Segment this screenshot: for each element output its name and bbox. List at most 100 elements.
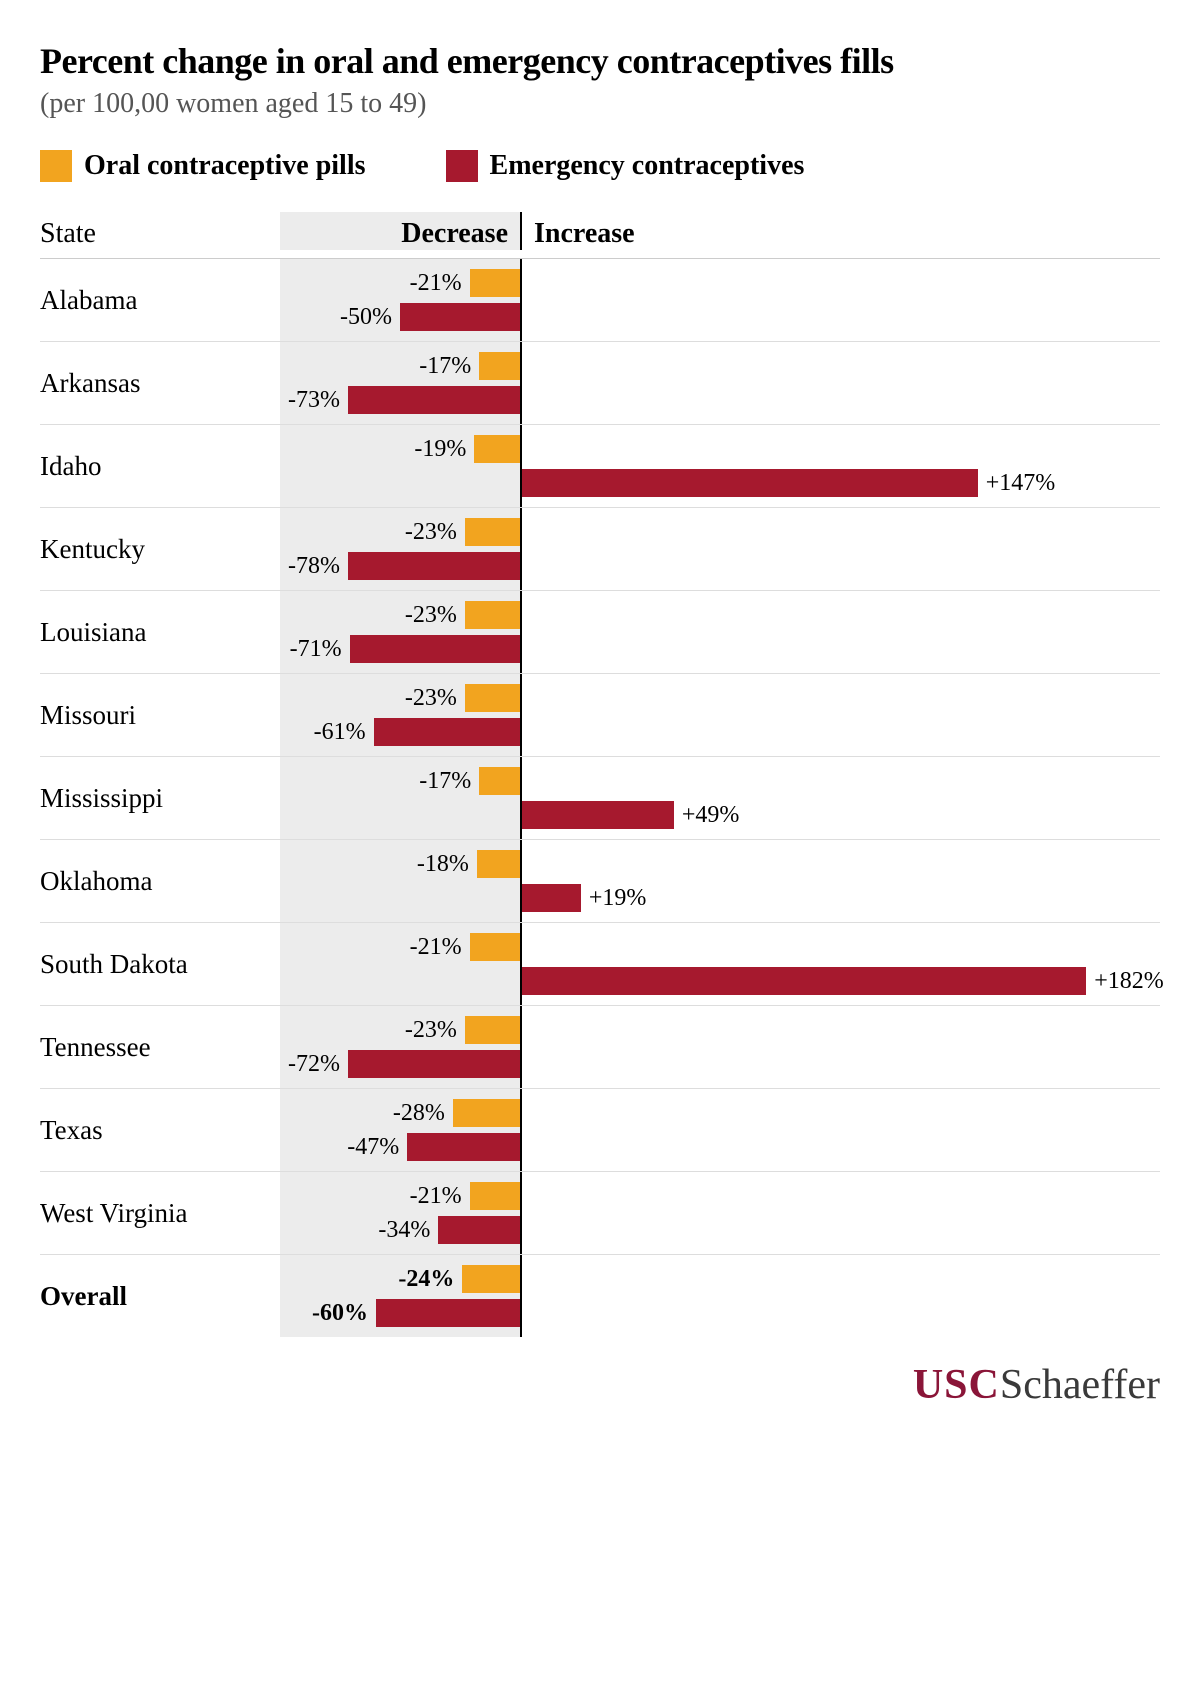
bar bbox=[474, 435, 520, 463]
bar-line bbox=[522, 1299, 1160, 1327]
bar bbox=[348, 386, 520, 414]
bar-value-label: -28% bbox=[385, 1100, 453, 1127]
state-label: West Virginia bbox=[40, 1172, 280, 1254]
chart-subtitle: (per 100,00 women aged 15 to 49) bbox=[40, 88, 1160, 120]
bar-line: -21% bbox=[280, 933, 520, 961]
bar bbox=[522, 469, 978, 497]
bar bbox=[465, 684, 520, 712]
bar-value-label: -19% bbox=[406, 436, 474, 463]
bar-value-label: -24% bbox=[390, 1266, 462, 1293]
bars-wrap: -23% -61% bbox=[280, 674, 1160, 756]
pos-side bbox=[520, 674, 1160, 756]
neg-side: -23% -61% bbox=[280, 674, 520, 756]
bar-line bbox=[280, 801, 520, 829]
swatch-emergency bbox=[446, 150, 478, 182]
bar-line bbox=[522, 552, 1160, 580]
logo-usc: USC bbox=[913, 1362, 1000, 1408]
bar-line: -34% bbox=[280, 1216, 520, 1244]
bar-value-label: -23% bbox=[397, 685, 465, 712]
bar-line: -23% bbox=[280, 518, 520, 546]
logo: USCSchaeffer bbox=[40, 1361, 1160, 1409]
bar-line bbox=[522, 850, 1160, 878]
bar-line bbox=[522, 1099, 1160, 1127]
pos-side bbox=[520, 259, 1160, 341]
neg-side: -24%-60% bbox=[280, 1255, 520, 1337]
state-label: Idaho bbox=[40, 425, 280, 507]
bar-line bbox=[522, 601, 1160, 629]
bars-wrap: -23% -78% bbox=[280, 508, 1160, 590]
rows-container: Alabama-21%-50%Arkansas-17%-73%Idaho-19%… bbox=[40, 259, 1160, 1337]
neg-side: -23% -78% bbox=[280, 508, 520, 590]
bar-line bbox=[522, 352, 1160, 380]
neg-side: -21% bbox=[280, 923, 520, 1005]
bar bbox=[470, 1182, 520, 1210]
pos-side bbox=[520, 1172, 1160, 1254]
legend-item-oral: Oral contraceptive pills bbox=[40, 150, 366, 182]
bar-line: -78% bbox=[280, 552, 520, 580]
state-label: Oklahoma bbox=[40, 840, 280, 922]
bar-line: -21% bbox=[280, 269, 520, 297]
bar-value-label: -23% bbox=[397, 519, 465, 546]
pos-side bbox=[520, 591, 1160, 673]
bars-wrap: -21% +182% bbox=[280, 923, 1172, 1005]
bar-line: -72% bbox=[280, 1050, 520, 1078]
bar bbox=[400, 303, 520, 331]
bar-value-label: -21% bbox=[402, 270, 470, 297]
table-row: Mississippi-17%+49% bbox=[40, 757, 1160, 840]
legend-label-emergency: Emergency contraceptives bbox=[490, 150, 805, 182]
bars-wrap: -21% -34% bbox=[280, 1172, 1160, 1254]
state-label: Alabama bbox=[40, 259, 280, 341]
bars-wrap: -19% +147% bbox=[280, 425, 1160, 507]
state-label: Arkansas bbox=[40, 342, 280, 424]
pos-side: +49% bbox=[520, 757, 1160, 839]
bar bbox=[522, 967, 1086, 995]
bar-value-label: -17% bbox=[411, 353, 479, 380]
bar-line bbox=[522, 1050, 1160, 1078]
bars-wrap: -23%-71% bbox=[280, 591, 1160, 673]
pos-side: +182% bbox=[520, 923, 1172, 1005]
bar-line: -24% bbox=[280, 1265, 520, 1293]
bar-line bbox=[522, 684, 1160, 712]
table-row: Oklahoma-18%+19% bbox=[40, 840, 1160, 923]
legend: Oral contraceptive pills Emergency contr… bbox=[40, 150, 1160, 182]
bars-wrap: -17%+49% bbox=[280, 757, 1160, 839]
bar-line: -23% bbox=[280, 1016, 520, 1044]
bars-wrap: -21%-50% bbox=[280, 259, 1160, 341]
bar-value-label: -34% bbox=[370, 1217, 438, 1244]
neg-side: -23% -72% bbox=[280, 1006, 520, 1088]
table-row: Texas-28%-47% bbox=[40, 1089, 1160, 1172]
bar-value-label: -50% bbox=[332, 304, 400, 331]
bar-value-label: -78% bbox=[280, 553, 348, 580]
bar-value-label: -21% bbox=[402, 1183, 470, 1210]
neg-side: -19% bbox=[280, 425, 520, 507]
legend-label-oral: Oral contraceptive pills bbox=[84, 150, 366, 182]
bar-value-label: -61% bbox=[306, 719, 374, 746]
bars-wrap: -17%-73% bbox=[280, 342, 1160, 424]
header-decrease: Decrease bbox=[280, 212, 520, 250]
bar bbox=[522, 801, 674, 829]
bar-line: -17% bbox=[280, 767, 520, 795]
bar-value-label: -47% bbox=[339, 1134, 407, 1161]
bar bbox=[453, 1099, 520, 1127]
bar-line bbox=[522, 635, 1160, 663]
bar-line bbox=[522, 269, 1160, 297]
bar-line bbox=[522, 933, 1172, 961]
bar bbox=[465, 1016, 520, 1044]
bar-line: +147% bbox=[522, 469, 1160, 497]
chart-title: Percent change in oral and emergency con… bbox=[40, 40, 1160, 82]
bar-value-label: -23% bbox=[397, 602, 465, 629]
bars-wrap: -23% -72% bbox=[280, 1006, 1160, 1088]
table-row: Arkansas-17%-73% bbox=[40, 342, 1160, 425]
state-label: Tennessee bbox=[40, 1006, 280, 1088]
neg-side: -17%-73% bbox=[280, 342, 520, 424]
bar-value-label: +182% bbox=[1086, 968, 1172, 995]
table-row: Tennessee-23% -72% bbox=[40, 1006, 1160, 1089]
state-label: Overall bbox=[40, 1255, 280, 1337]
bar bbox=[522, 884, 581, 912]
bar-line bbox=[522, 303, 1160, 331]
bar-line bbox=[280, 967, 520, 995]
bar bbox=[462, 1265, 520, 1293]
bar bbox=[470, 933, 520, 961]
header-increase: Increase bbox=[520, 212, 1160, 250]
bar-line bbox=[522, 435, 1160, 463]
